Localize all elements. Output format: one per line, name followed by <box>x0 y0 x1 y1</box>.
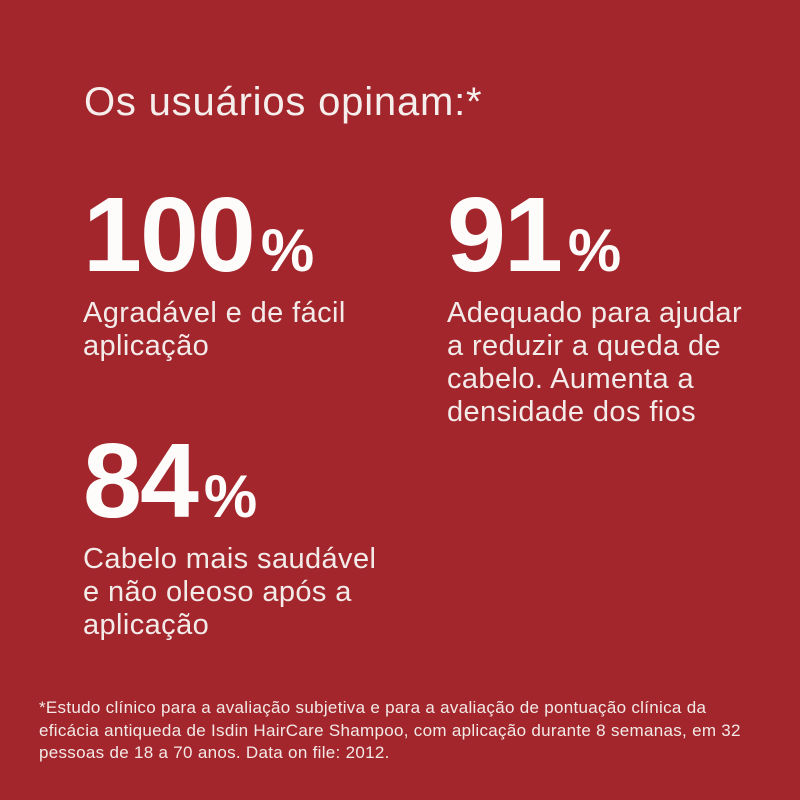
stat-number: 100 % <box>83 182 346 288</box>
stat-value: 100 <box>83 176 256 294</box>
caption-line: cabelo. Aumenta a <box>447 363 695 395</box>
footnote: *Estudo clínico para a avaliação subjeti… <box>39 697 741 765</box>
stat-caption: Adequado para ajudar a reduzir a queda d… <box>447 297 742 429</box>
stat-block-reduce-hair-loss: 91 % Adequado para ajudar a reduzir a qu… <box>447 182 742 429</box>
caption-line: Cabelo mais saudável <box>83 543 377 575</box>
stat-caption: Agradável e de fácil aplicação <box>83 297 346 363</box>
caption-line: a reduzir a queda de <box>447 330 722 362</box>
stat-value: 84 <box>83 422 199 540</box>
caption-line: Adequado para ajudar <box>447 297 743 329</box>
caption-line: aplicação <box>83 609 210 641</box>
percent-sign: % <box>260 217 315 284</box>
page-title: Os usuários opinam:* <box>84 80 483 124</box>
footnote-line: eficácia antiqueda de Isdin HairCare Sha… <box>39 720 741 740</box>
stat-number: 84 % <box>83 428 376 534</box>
stat-block-healthier-hair: 84 % Cabelo mais saudável e não oleoso a… <box>83 428 376 642</box>
caption-line: e não oleoso após a <box>83 576 352 608</box>
stat-number: 91 % <box>447 182 742 288</box>
caption-line: densidade dos fios <box>447 396 697 428</box>
caption-line: aplicação <box>83 330 210 362</box>
stat-block-pleasant-application: 100 % Agradável e de fácil aplicação <box>83 182 346 363</box>
stat-caption: Cabelo mais saudável e não oleoso após a… <box>83 543 376 642</box>
percent-sign: % <box>567 217 622 284</box>
caption-line: Agradável e de fácil <box>83 297 346 329</box>
stat-value: 91 <box>447 176 563 294</box>
footnote-line: pessoas de 18 a 70 anos. Data on file: 2… <box>39 743 390 762</box>
percent-sign: % <box>203 463 258 530</box>
footnote-line: *Estudo clínico para a avaliação subjeti… <box>39 698 707 717</box>
